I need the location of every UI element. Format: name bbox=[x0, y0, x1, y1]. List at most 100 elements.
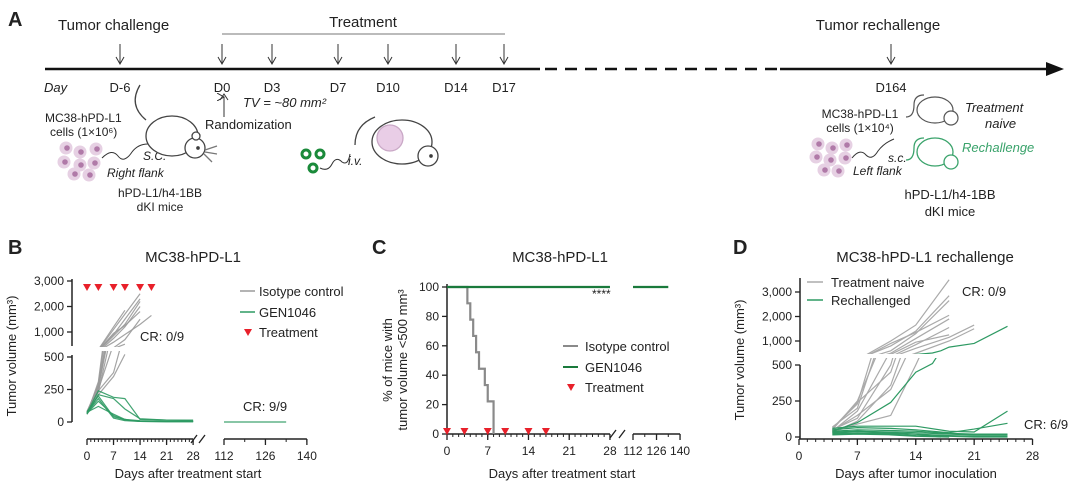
chart-b-isotype-line bbox=[115, 343, 126, 347]
chart-c-significance: **** bbox=[592, 287, 611, 301]
chart-d-naive-line bbox=[898, 324, 975, 354]
legend-c-treatment-triangle-icon bbox=[567, 384, 575, 391]
chart-b-x-tick-label: 140 bbox=[297, 449, 317, 463]
cell-nucleus-icon bbox=[830, 145, 836, 151]
chart-b-isotype-line bbox=[99, 293, 141, 347]
chart-c-y-tick-label: 20 bbox=[426, 398, 440, 412]
rechallenged-mouse-icon bbox=[905, 137, 959, 170]
naive-mouse-icon bbox=[905, 94, 959, 126]
mice-strain-line2: dKI mice bbox=[137, 200, 184, 214]
chart-d-rechallenged-line bbox=[832, 422, 1008, 434]
chart-b-y-lower-tick-label: 250 bbox=[44, 383, 64, 397]
chart-c-ylabel-line2: tumor volume <500 mm³ bbox=[395, 289, 410, 431]
chart-d-rechallenged-line bbox=[832, 364, 1007, 365]
treatment-naive-line1: Treatment bbox=[965, 100, 1025, 115]
cell-nucleus-icon bbox=[92, 160, 98, 166]
day-d17: D17 bbox=[492, 80, 516, 95]
chart-b-isotype-line bbox=[86, 351, 121, 415]
chart-d-y-lower-tick-label: 500 bbox=[772, 358, 792, 372]
chart-d-naive-line bbox=[832, 358, 902, 434]
left-cells-line2: cells (1×10⁶) bbox=[50, 125, 117, 139]
day-d164: D164 bbox=[875, 80, 906, 95]
chart-d-cr-naive: CR: 0/9 bbox=[962, 284, 1006, 299]
cell-nucleus-icon bbox=[822, 167, 828, 173]
chart-b-treatment-marker bbox=[83, 284, 91, 291]
chart-d-naive-line bbox=[878, 300, 950, 354]
day-label: Day bbox=[44, 80, 69, 95]
chart-d-y-upper-tick-label: 2,000 bbox=[762, 310, 792, 324]
legend-b-treatment: Treatment bbox=[259, 325, 318, 340]
chart-c-title: MC38-hPD-L1 bbox=[512, 249, 608, 266]
tumor-bearing-mouse-icon bbox=[354, 116, 439, 167]
chart-d-naive-line bbox=[831, 358, 888, 432]
chart-b-xlabel: Days after treatment start bbox=[115, 466, 262, 481]
mice-strain-line1: hPD-L1/h4-1BB bbox=[118, 186, 202, 200]
chart-d-cr-rechallenged: CR: 6/9 bbox=[1024, 417, 1068, 432]
chart-c-x-tick-label: 112 bbox=[623, 444, 642, 458]
chart-d-rechallenged-line bbox=[832, 430, 941, 438]
chart-b-treatment-marker bbox=[94, 284, 103, 291]
panel-label-c: C bbox=[372, 237, 386, 259]
mice2-strain-line1: hPD-L1/h4-1BB bbox=[904, 187, 995, 202]
tumor-cells-icon bbox=[57, 141, 103, 182]
cell-nucleus-icon bbox=[78, 162, 84, 168]
panel-c-chart: C MC38-hPD-L1 % of mice with tumor volum… bbox=[372, 237, 690, 481]
chart-b-x-tick-label: 7 bbox=[110, 449, 117, 463]
chart-b-treatment-marker bbox=[120, 284, 129, 291]
cell-nucleus-icon bbox=[843, 155, 849, 161]
cell-nucleus-icon bbox=[828, 157, 834, 163]
legend-c-treatment: Treatment bbox=[585, 380, 644, 395]
cell-nucleus-icon bbox=[62, 159, 68, 165]
chart-b-isotype-line bbox=[102, 306, 141, 347]
chart-c-x-tick-label: 140 bbox=[670, 444, 690, 458]
chart-c-treatment-marker bbox=[524, 428, 533, 435]
cell-nucleus-icon bbox=[94, 146, 100, 152]
down-arrow-head-icon bbox=[217, 56, 227, 66]
chart-d-ylabel: Tumor volume (mm³) bbox=[732, 300, 747, 421]
chart-b-gen1046-line bbox=[86, 394, 194, 422]
tumor-challenge-label: Tumor challenge bbox=[58, 17, 169, 34]
panel-label-a: A bbox=[8, 9, 22, 31]
cell-nucleus-icon bbox=[844, 142, 850, 148]
cell-nucleus-icon bbox=[836, 168, 842, 174]
cell-nucleus-icon bbox=[87, 172, 93, 178]
panel-b-chart: B MC38-hPD-L1 Tumor volume (mm³) Days af… bbox=[4, 237, 344, 481]
axis-break-mark bbox=[190, 434, 198, 444]
chart-b-y-upper-tick-label: 2,000 bbox=[34, 300, 64, 314]
cell-nucleus-icon bbox=[78, 149, 84, 155]
chart-b-x-tick-label: 112 bbox=[214, 449, 233, 463]
chart-d-naive-line bbox=[831, 358, 872, 429]
legend-b-isotype: Isotype control bbox=[259, 284, 344, 299]
sc2-label: s.c. bbox=[888, 151, 907, 165]
down-arrow-head-icon bbox=[333, 56, 343, 66]
chart-c-treatment-marker bbox=[483, 428, 492, 435]
day-d14: D14 bbox=[444, 80, 468, 95]
cell-nucleus-icon bbox=[72, 171, 78, 177]
chart-d-x-tick-label: 0 bbox=[796, 449, 803, 463]
chart-b-x-tick-label: 0 bbox=[84, 449, 91, 463]
mouse-icon bbox=[134, 84, 218, 163]
chart-b-cr-control: CR: 0/9 bbox=[140, 329, 184, 344]
tumor-volume-note: TV = ~80 mm² bbox=[243, 95, 327, 110]
chart-b-isotype-line bbox=[99, 309, 126, 347]
day-d3: D3 bbox=[264, 80, 281, 95]
chart-d-rechallenged-line bbox=[832, 433, 950, 438]
down-arrow-head-icon bbox=[499, 56, 509, 66]
chart-b-y-upper-tick-label: 3,000 bbox=[34, 274, 64, 288]
legend-b-treatment-triangle-icon bbox=[244, 329, 252, 336]
chart-b-y-upper-tick-label: 1,000 bbox=[34, 325, 64, 339]
panel-label-d: D bbox=[733, 237, 747, 259]
chart-b-isotype-line bbox=[104, 314, 152, 347]
rechallenge-label: Rechallenge bbox=[962, 140, 1034, 155]
chart-d-naive-line bbox=[911, 328, 975, 354]
chart-b-isotype-line bbox=[86, 351, 112, 414]
chart-c-y-tick-label: 0 bbox=[432, 427, 439, 441]
chart-b-isotype-line bbox=[86, 351, 106, 412]
chart-d-rechallenged-line bbox=[832, 432, 1008, 438]
chart-d-naive-line bbox=[832, 358, 894, 431]
chart-d-naive-line bbox=[868, 314, 950, 354]
chart-c-y-tick-label: 80 bbox=[426, 309, 440, 323]
chart-d-naive-line bbox=[869, 295, 950, 354]
